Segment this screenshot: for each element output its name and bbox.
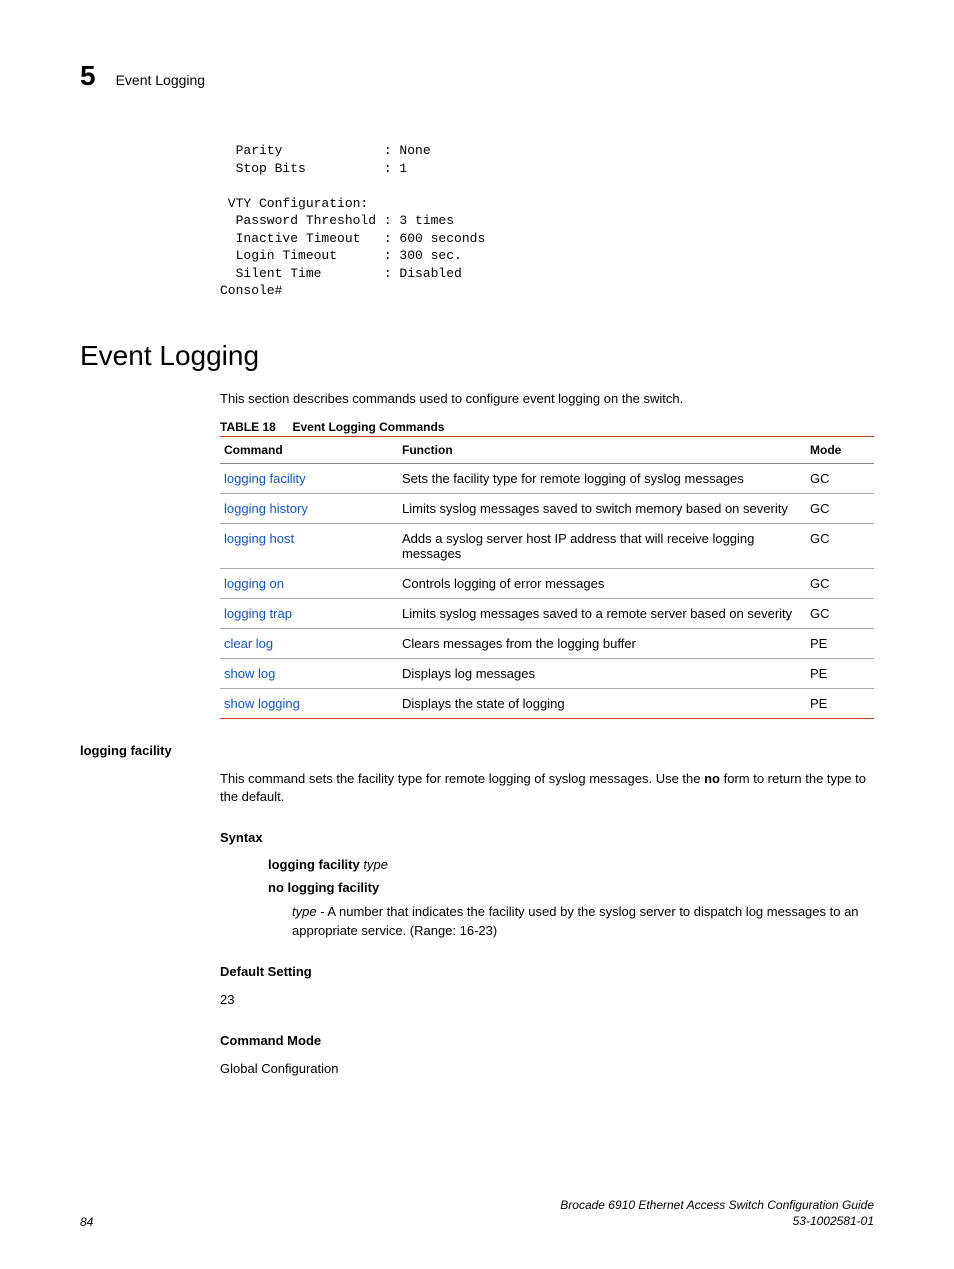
table-row: logging hostAdds a syslog server host IP… — [220, 524, 874, 569]
command-function: Sets the facility type for remote loggin… — [398, 464, 806, 494]
table-row: logging onControls logging of error mess… — [220, 569, 874, 599]
syntax-line-2: no logging facility — [268, 880, 874, 895]
command-link[interactable]: logging on — [220, 569, 398, 599]
command-link[interactable]: show log — [220, 659, 398, 689]
chapter-title: Event Logging — [116, 72, 206, 88]
command-function: Clears messages from the logging buffer — [398, 629, 806, 659]
command-mode: GC — [806, 494, 874, 524]
command-link[interactable]: logging history — [220, 494, 398, 524]
command-mode: PE — [806, 689, 874, 719]
command-link[interactable]: clear log — [220, 629, 398, 659]
command-mode-label: Command Mode — [220, 1033, 874, 1048]
section-description: This section describes commands used to … — [220, 390, 874, 408]
default-setting-label: Default Setting — [220, 964, 874, 979]
syntax-param: type - A number that indicates the facil… — [292, 903, 874, 939]
table-row: show logDisplays log messagesPE — [220, 659, 874, 689]
command-mode: GC — [806, 569, 874, 599]
table-row: clear logClears messages from the loggin… — [220, 629, 874, 659]
page-header: 5 Event Logging — [80, 60, 874, 92]
table-row: show loggingDisplays the state of loggin… — [220, 689, 874, 719]
table-row: logging trapLimits syslog messages saved… — [220, 599, 874, 629]
table-caption: TABLE 18 Event Logging Commands — [220, 420, 874, 434]
command-link[interactable]: show logging — [220, 689, 398, 719]
command-description: This command sets the facility type for … — [220, 770, 874, 806]
command-mode: GC — [806, 464, 874, 494]
default-setting-value: 23 — [220, 991, 874, 1009]
command-function: Displays the state of logging — [398, 689, 806, 719]
command-mode: PE — [806, 659, 874, 689]
page-footer: 84 Brocade 6910 Ethernet Access Switch C… — [80, 1198, 874, 1229]
command-link[interactable]: logging trap — [220, 599, 398, 629]
commands-table: Command Function Mode logging facilitySe… — [220, 436, 874, 719]
table-header-function: Function — [398, 437, 806, 464]
command-function: Displays log messages — [398, 659, 806, 689]
command-link[interactable]: logging host — [220, 524, 398, 569]
command-mode-value: Global Configuration — [220, 1060, 874, 1078]
command-mode: PE — [806, 629, 874, 659]
footer-doc-info: Brocade 6910 Ethernet Access Switch Conf… — [560, 1198, 874, 1229]
command-link[interactable]: logging facility — [220, 464, 398, 494]
table-number: TABLE 18 — [220, 420, 276, 434]
table-row: logging facilitySets the facility type f… — [220, 464, 874, 494]
command-mode: GC — [806, 524, 874, 569]
table-row: logging historyLimits syslog messages sa… — [220, 494, 874, 524]
syntax-line-1: logging facility type — [268, 857, 874, 872]
section-heading: Event Logging — [80, 340, 874, 372]
command-name-heading: logging facility — [80, 743, 874, 758]
syntax-label: Syntax — [220, 830, 874, 845]
command-function: Adds a syslog server host IP address tha… — [398, 524, 806, 569]
command-function: Limits syslog messages saved to switch m… — [398, 494, 806, 524]
command-mode: GC — [806, 599, 874, 629]
command-function: Controls logging of error messages — [398, 569, 806, 599]
table-header-command: Command — [220, 437, 398, 464]
console-output: Parity : None Stop Bits : 1 VTY Configur… — [220, 142, 874, 300]
page-number: 84 — [80, 1215, 93, 1229]
chapter-number: 5 — [80, 60, 96, 92]
table-header-mode: Mode — [806, 437, 874, 464]
table-title: Event Logging Commands — [292, 420, 444, 434]
command-function: Limits syslog messages saved to a remote… — [398, 599, 806, 629]
